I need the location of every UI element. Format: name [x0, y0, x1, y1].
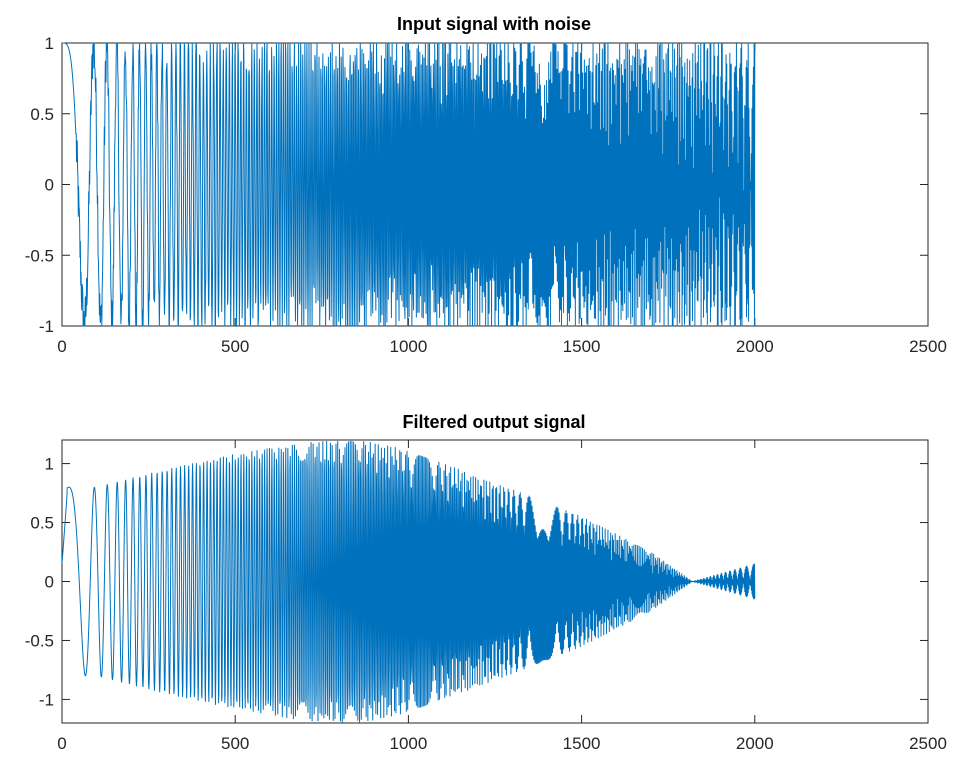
- x-tick-label: 500: [221, 734, 249, 753]
- subplot-input-signal: Input signal with noise 0 500 1000 1500 2000…: [25, 14, 947, 356]
- series-line-filtered-signal: [61, 440, 756, 723]
- x-tick-label: 0: [57, 734, 66, 753]
- y-tick-label: 0.5: [30, 514, 54, 533]
- x-tick-label: 2500: [909, 337, 947, 356]
- y-tick-label: 0: [45, 573, 54, 592]
- x-tick-label: 0: [57, 337, 66, 356]
- y-tick-label: -1: [39, 690, 54, 709]
- chart-title-filtered: Filtered output signal: [403, 412, 586, 432]
- x-tick-label: 500: [221, 337, 249, 356]
- y-tick-label: 1: [45, 34, 54, 53]
- y-tick-label: 1: [45, 455, 54, 474]
- series-line-input-signal: [61, 42, 756, 327]
- x-tick-label: 1000: [389, 734, 427, 753]
- chart-title-input: Input signal with noise: [397, 14, 591, 34]
- x-tick-label: 1000: [389, 337, 427, 356]
- ticks-input: 0 500 1000 1500 2000 2500 -1 -0.5 0 0.5 1: [25, 34, 947, 356]
- x-tick-label: 2000: [736, 734, 774, 753]
- x-tick-label: 2500: [909, 734, 947, 753]
- y-tick-label: 0.5: [30, 105, 54, 124]
- y-tick-label: -0.5: [25, 246, 54, 265]
- y-tick-label: -0.5: [25, 631, 54, 650]
- x-tick-label: 1500: [563, 734, 601, 753]
- y-tick-label: 0: [45, 176, 54, 195]
- x-tick-label: 1500: [563, 337, 601, 356]
- subplot-filtered-signal: Filtered output signal 0 500 1000 1500 2000 2…: [25, 412, 947, 753]
- y-tick-label: -1: [39, 317, 54, 336]
- ticks-filtered: 0 500 1000 1500 2000 2500 -1 -0.5 0 0.5 1: [25, 440, 947, 753]
- x-tick-label: 2000: [736, 337, 774, 356]
